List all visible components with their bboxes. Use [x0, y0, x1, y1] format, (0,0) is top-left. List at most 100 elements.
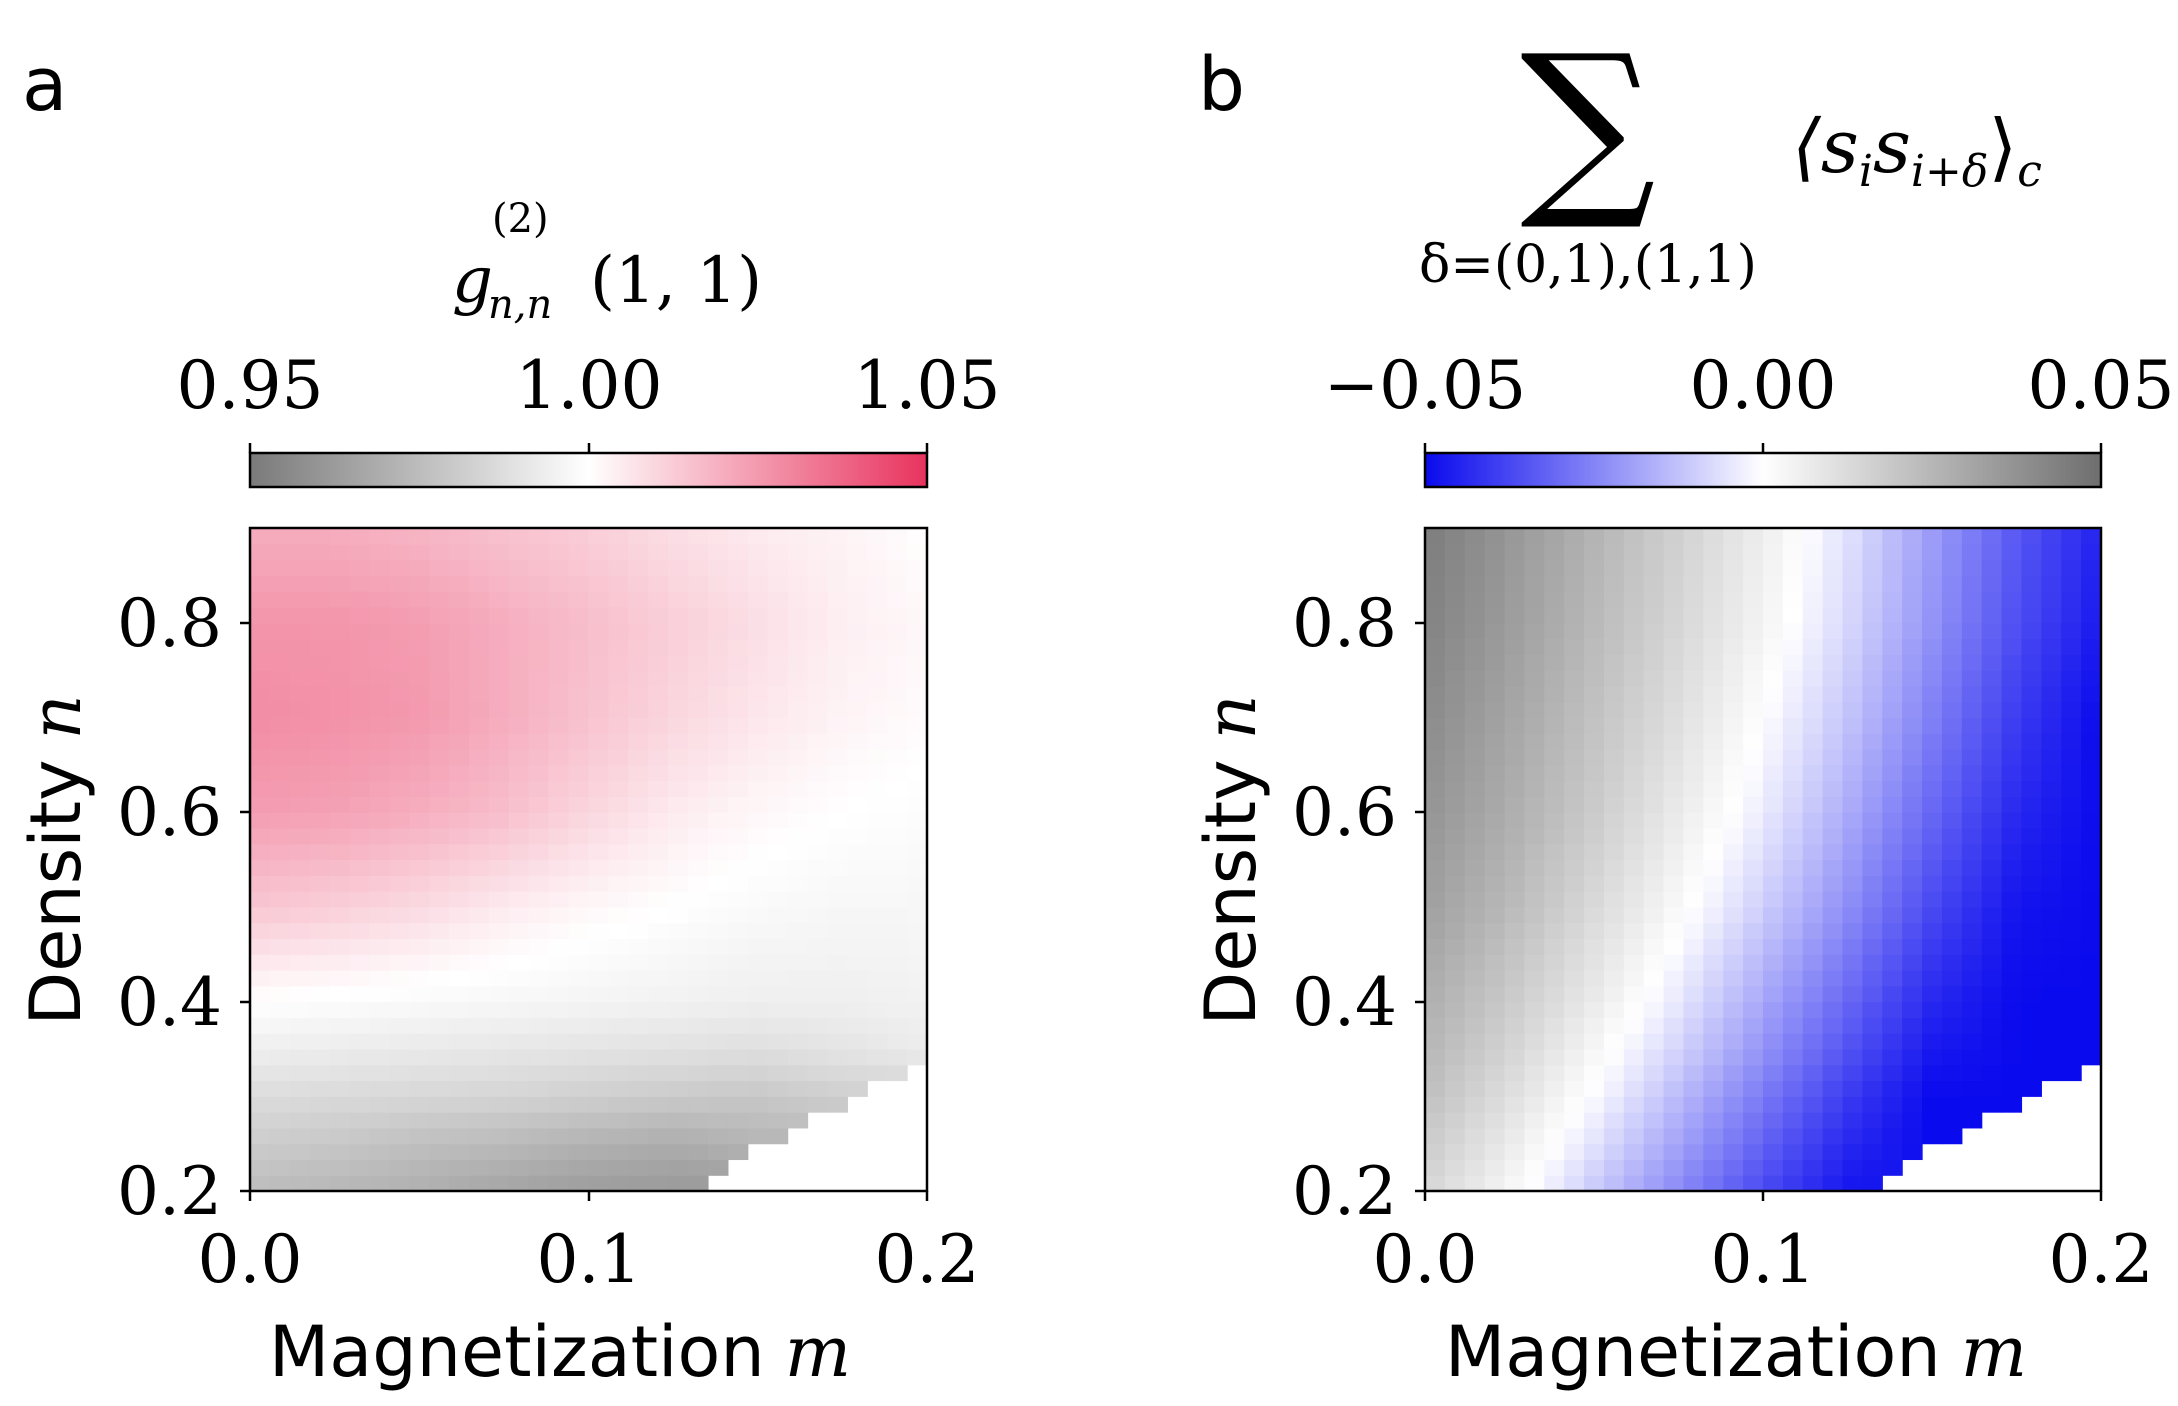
heatmap-cell: [907, 906, 927, 924]
heatmap-cell: [747, 622, 769, 640]
heatmap-cell: [1723, 796, 1744, 813]
heatmap-cell: [349, 717, 371, 734]
heatmap-cell: [1882, 575, 1903, 592]
heatmap-cell: [1603, 685, 1625, 703]
heatmap-cell: [747, 954, 769, 971]
heatmap-cell: [668, 796, 689, 813]
heatmap-cell: [1743, 575, 1764, 592]
heatmap-cell: [2021, 749, 2042, 766]
heatmap-cell: [409, 1159, 430, 1176]
heatmap-cell: [568, 1112, 590, 1129]
heatmap-cell: [1643, 701, 1665, 719]
heatmap-cell: [2061, 717, 2082, 734]
heatmap-cell: [568, 938, 590, 955]
heatmap-cell: [2001, 622, 2023, 640]
heatmap-cell: [707, 875, 729, 892]
heatmap-cell: [767, 638, 789, 655]
heatmap-cell: [727, 954, 749, 971]
heatmap-cell: [588, 1127, 610, 1145]
heatmap-cell: [608, 891, 629, 908]
heatmap-cell: [807, 906, 829, 924]
heatmap-cell: [548, 1175, 570, 1191]
heatmap-cell: [1564, 780, 1585, 797]
heatmap-cell: [1782, 891, 1804, 908]
heatmap-cell: [707, 1001, 729, 1018]
heatmap-cell: [1763, 1080, 1784, 1097]
heatmap-cell: [1922, 1096, 1943, 1113]
x-axis-label-b: Magnetization m: [1445, 1311, 2027, 1393]
heatmap-cell: [369, 559, 390, 576]
heatmap-cell: [369, 575, 390, 592]
heatmap-cell: [1842, 670, 1864, 687]
heatmap-cell: [707, 701, 729, 719]
heatmap-cell: [349, 1033, 371, 1050]
heatmap-cell: [488, 575, 510, 592]
heatmap-cell: [847, 528, 868, 545]
heatmap-cell: [1425, 796, 1446, 813]
heatmap-cell: [588, 606, 610, 624]
heatmap-cell: [767, 559, 789, 576]
heatmap-cell: [907, 922, 927, 940]
heatmap-cell: [1842, 796, 1864, 813]
heatmap-cell: [648, 575, 669, 592]
heatmap-cell: [528, 1159, 550, 1176]
heatmap-cell: [369, 1143, 390, 1161]
heatmap-cell: [668, 843, 689, 861]
heatmap-cell: [369, 1175, 390, 1191]
heatmap-cell: [1703, 1064, 1724, 1082]
heatmap-cell: [747, 559, 769, 576]
heatmap-cell: [887, 1048, 908, 1066]
heatmap-cell: [1902, 654, 1923, 671]
heatmap-cell: [1981, 796, 2003, 813]
heatmap-cell: [1663, 906, 1685, 924]
heatmap-cell: [1603, 891, 1625, 908]
heatmap-cell: [1902, 1048, 1923, 1066]
heatmap-cell: [1444, 985, 1466, 1003]
heatmap-cell: [1584, 938, 1605, 955]
heatmap-cell: [469, 528, 490, 545]
heatmap-cell: [289, 1127, 311, 1145]
heatmap-cell: [429, 1048, 450, 1066]
heatmap-cell: [329, 638, 351, 655]
heatmap-cell: [1703, 859, 1724, 876]
heatmap-cell: [349, 1159, 371, 1176]
heatmap-cell: [847, 875, 868, 892]
heatmap-cell: [2001, 1033, 2023, 1050]
heatmap-cell: [1882, 1001, 1903, 1018]
heatmap-cell: [269, 764, 291, 782]
heatmap-cell: [1425, 528, 1446, 545]
x-tick-label-a: 0.2: [875, 1221, 980, 1298]
heatmap-cell: [628, 875, 649, 892]
heatmap-cell: [608, 1080, 629, 1097]
heatmap-cell: [1842, 717, 1864, 734]
heatmap-cell: [1623, 717, 1645, 734]
heatmap-cell: [1425, 1017, 1446, 1034]
heatmap-cell: [767, 575, 789, 592]
heatmap-cell: [1603, 733, 1625, 750]
heatmap-cell: [1524, 1112, 1545, 1129]
heatmap-cell: [668, 1048, 689, 1066]
heatmap-cell: [1802, 1096, 1824, 1113]
heatmap-cell: [1902, 1096, 1923, 1113]
heatmap-cell: [429, 875, 450, 892]
heatmap-cell: [1464, 622, 1486, 640]
heatmap-cell: [568, 906, 590, 924]
heatmap-cell: [787, 622, 809, 640]
heatmap-cell: [907, 1017, 927, 1034]
heatmap-cell: [807, 654, 829, 671]
heatmap-cell: [1584, 1064, 1605, 1082]
heatmap-cell: [1643, 638, 1665, 655]
heatmap-cell: [1524, 970, 1545, 987]
heatmap-cell: [807, 954, 829, 971]
heatmap-cell: [1723, 843, 1744, 861]
heatmap-cell: [1504, 591, 1526, 608]
heatmap-cell: [648, 1017, 669, 1034]
heatmap-cell: [1842, 591, 1864, 608]
heatmap-cell: [1504, 812, 1526, 829]
heatmap-cell: [309, 591, 331, 608]
heatmap-cell: [1524, 1096, 1545, 1113]
heatmap-cell: [1941, 749, 1963, 766]
heatmap-cell: [429, 938, 450, 955]
heatmap-cell: [1802, 1159, 1824, 1176]
heatmap-cell: [628, 1112, 649, 1129]
